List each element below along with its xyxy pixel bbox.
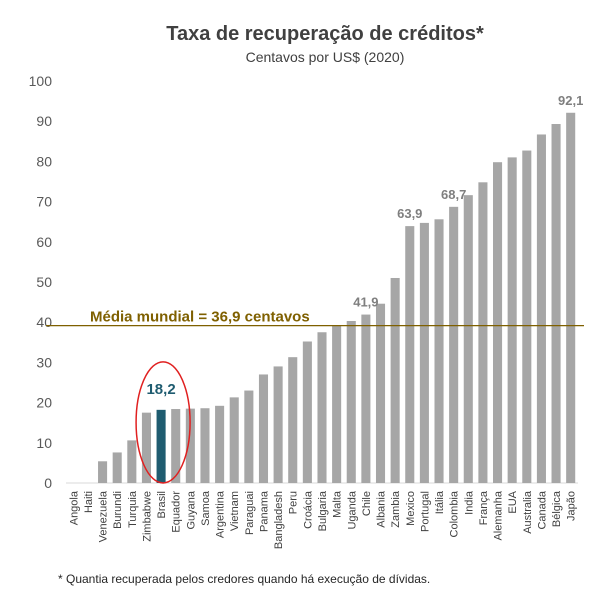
bar-equador [171, 409, 181, 483]
y-tick-label: 70 [36, 194, 52, 210]
x-tick-label: Malta [332, 490, 344, 518]
y-tick-label: 10 [36, 435, 52, 451]
bar-chile [361, 314, 371, 483]
y-tick-label: 40 [36, 314, 52, 330]
data-label-chile: 41,9 [353, 295, 378, 310]
bar-bélgica [551, 124, 561, 483]
y-tick-label: 100 [29, 73, 53, 89]
bar-colombia [449, 206, 459, 484]
bar-mexico [405, 226, 415, 483]
bar-paraguai [244, 390, 254, 483]
bar-frança [478, 182, 488, 483]
x-tick-label: India [463, 490, 475, 515]
bar-eua [507, 157, 517, 483]
bar-alemanha [493, 162, 503, 484]
bar-zimbabwe [141, 412, 151, 483]
y-tick-label: 80 [36, 153, 52, 169]
x-tick-label: Canada [536, 490, 548, 529]
y-tick-label: 50 [36, 274, 52, 290]
x-tick-label: Uganda [346, 490, 358, 529]
x-tick-label: Croácia [302, 490, 314, 529]
x-tick-label: Bangladesh [273, 491, 285, 549]
x-tick-label: Mexico [405, 491, 417, 526]
x-tick-label: Australia [522, 490, 534, 534]
y-tick-label: 0 [44, 475, 52, 491]
x-tick-label: França [478, 490, 490, 525]
data-label-brasil: 18,2 [146, 381, 175, 398]
x-tick-label: Vietnam [229, 491, 241, 531]
bar-uganda [346, 320, 356, 483]
x-tick-label: Turquia [127, 490, 139, 528]
x-tick-label: Peru [288, 491, 300, 514]
reference-line-label: Média mundial = 36,9 centavos [90, 309, 310, 326]
x-tick-label: Argentina [215, 490, 227, 538]
bar-bulgaria [317, 332, 327, 483]
x-tick-label: Bélgica [551, 490, 563, 527]
x-tick-label: Angola [68, 490, 80, 525]
bar-zambia [390, 277, 400, 483]
x-tick-label: Japão [566, 491, 578, 521]
data-labels: 18,2 41,9 63,9 68,7 92,1 [135, 93, 583, 484]
x-tick-label: Haiti [83, 491, 95, 513]
bar-albania [375, 303, 386, 483]
x-tick-label: Brasil [156, 491, 168, 519]
x-tick-label: Albania [376, 490, 388, 528]
data-label-colombia: 68,7 [441, 187, 466, 202]
bar-guyana [185, 408, 195, 483]
data-label-japão: 92,1 [558, 93, 583, 108]
bar-vietnam [229, 397, 239, 483]
bar-japão [566, 112, 576, 484]
x-tick-label: Bulgaria [317, 490, 329, 531]
x-tick-label: Zambia [390, 490, 402, 528]
data-label-mexico: 63,9 [397, 206, 422, 221]
x-tick-label: Chile [361, 491, 373, 516]
x-tick-label: Equador [171, 491, 183, 533]
x-axis-labels: Angola Haiti Venezuela Burundi Turquia Zimbab… [68, 490, 577, 549]
bar-croácia [302, 341, 312, 483]
bar-malta [332, 325, 342, 483]
y-tick-label: 60 [36, 234, 52, 250]
bar-burundi [112, 452, 122, 483]
bars [98, 112, 576, 484]
x-tick-label: Itália [434, 490, 446, 514]
bar-samoa [200, 408, 210, 483]
bar-canada [536, 134, 546, 483]
bar-portugal [419, 222, 429, 483]
bar-turquia [127, 440, 137, 483]
reference-line-group: Média mundial = 36,9 centavos [46, 309, 584, 327]
chart-subtitle: Centavos por US$ (2020) [246, 49, 405, 65]
bar-india [463, 195, 473, 483]
bar-brasil [156, 409, 166, 483]
x-tick-label: Guyana [185, 490, 197, 529]
bar-panama [258, 374, 269, 483]
x-tick-label: Venezuela [98, 490, 110, 542]
x-tick-label: Colombia [449, 490, 461, 537]
x-tick-label: Burundi [112, 491, 124, 529]
y-tick-label: 90 [36, 113, 52, 129]
bar-peru [288, 357, 298, 483]
y-tick-label: 30 [36, 354, 52, 370]
x-tick-label: Panama [258, 490, 270, 532]
x-tick-label: Samoa [200, 490, 212, 526]
x-tick-label: Zimbabwe [141, 491, 153, 542]
x-tick-label: Alemanha [493, 490, 505, 540]
bar-bangladesh [273, 366, 283, 483]
bar-venezuela [98, 461, 108, 483]
x-tick-label: EUA [507, 490, 519, 513]
y-tick-label: 20 [36, 395, 52, 411]
bar-australia [522, 150, 532, 483]
chart-title: Taxa de recuperação de créditos* [166, 23, 484, 45]
chart-footnote: * Quantia recuperada pelos credores quan… [58, 572, 430, 586]
bar-argentina [215, 405, 225, 483]
x-tick-label: Portugal [419, 491, 431, 532]
bar-itália [434, 219, 444, 483]
highlight-circle [135, 361, 191, 484]
x-tick-label: Paraguai [244, 491, 256, 535]
